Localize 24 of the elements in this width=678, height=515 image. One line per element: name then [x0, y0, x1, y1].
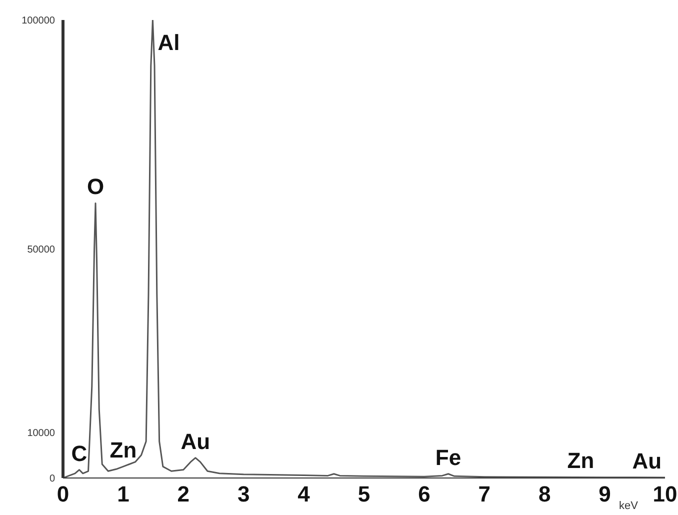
y-tick-label: 0 — [49, 474, 56, 485]
annotation: Zn — [110, 438, 137, 463]
annotation: Au — [632, 448, 662, 474]
annotation: Au — [180, 428, 210, 454]
y-tick-label: 50000 — [27, 244, 56, 256]
x-tick-label: 6 — [418, 482, 430, 507]
x-tick-label: 3 — [237, 482, 250, 507]
x-tick-label: 7 — [478, 482, 491, 507]
x-tick-label: 8 — [538, 482, 551, 507]
x-tick-label: 10 — [652, 482, 678, 507]
annotation: O — [86, 174, 104, 200]
x-tick-label: 2 — [177, 482, 190, 507]
x-tick-label: 4 — [298, 482, 311, 507]
x-axis-title: keV — [619, 500, 639, 512]
annotation: Fe — [435, 444, 462, 470]
x-tick-label: 1 — [117, 482, 130, 507]
line-series — [63, 20, 665, 478]
annotation: C — [71, 440, 88, 466]
y-tick-label: 100000 — [22, 16, 56, 27]
annotation: Al — [158, 30, 180, 55]
x-tick-label: 9 — [598, 482, 611, 507]
y-tick-label: 10000 — [27, 428, 56, 439]
annotation: Zn — [567, 448, 594, 474]
x-tick-label: 5 — [358, 482, 370, 507]
